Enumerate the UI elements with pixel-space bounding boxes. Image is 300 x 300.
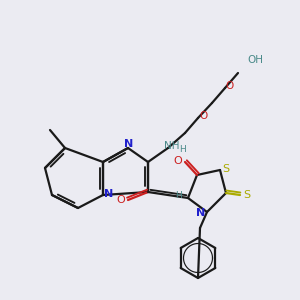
Text: O: O: [117, 195, 125, 205]
Text: S: S: [222, 164, 230, 174]
Text: N: N: [196, 208, 206, 218]
Text: N: N: [104, 189, 114, 199]
Text: N: N: [124, 139, 134, 149]
Text: S: S: [243, 190, 250, 200]
Text: O: O: [174, 156, 182, 166]
Text: O: O: [199, 111, 207, 121]
Text: H: H: [178, 145, 185, 154]
Text: OH: OH: [247, 55, 263, 65]
Text: NH: NH: [164, 141, 180, 151]
Text: O: O: [226, 81, 234, 91]
Text: H: H: [176, 190, 182, 200]
